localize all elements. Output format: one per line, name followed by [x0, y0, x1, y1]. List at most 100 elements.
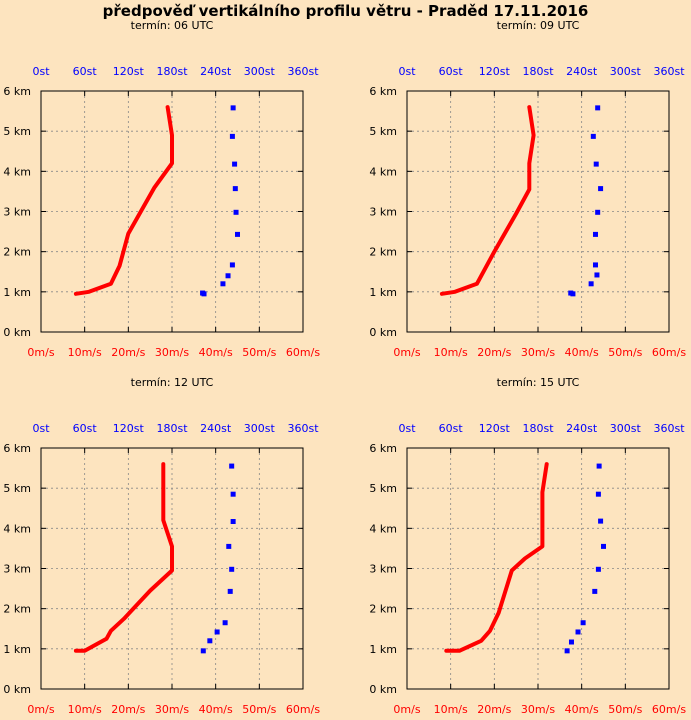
panel-4-speed-tick-label: 40m/s: [565, 703, 599, 716]
panel-3-speed-tick-label: 60m/s: [286, 703, 320, 716]
panel-3-direction-point: [229, 463, 235, 469]
panel-2-y-tick-label: 1 km: [369, 286, 397, 299]
panel-3-direction-tick-label: 120st: [113, 422, 145, 435]
panel-4-speed-tick-label: 60m/s: [652, 703, 686, 716]
panel-1-direction-point: [229, 133, 235, 139]
panel-2-direction-point: [595, 209, 601, 215]
panel-4-direction-point: [592, 588, 598, 594]
panel-4-direction-tick-label: 300st: [610, 422, 642, 435]
panel-2-direction-tick-label: 0st: [398, 65, 416, 78]
panel-4-y-tick-label: 1 km: [369, 643, 397, 656]
panel-4-direction-point: [595, 566, 601, 572]
panel-4-speed-tick-label: 30m/s: [521, 703, 555, 716]
panel-3-y-tick-label: 5 km: [3, 482, 31, 495]
panel-4-y-tick-label: 6 km: [369, 442, 397, 455]
panel-4-direction-tick-label: 60st: [439, 422, 464, 435]
panel-4-speed-line: [444, 462, 549, 653]
panel-3-y-tick-label: 6 km: [3, 442, 31, 455]
panel-3-subtitle: termín: 12 UTC: [131, 376, 214, 389]
panel-3-speed-tick-label: 50m/s: [242, 703, 276, 716]
panel-2-speed-tick-label: 40m/s: [565, 346, 599, 359]
panel-1-y-tick-label: 6 km: [3, 85, 31, 98]
panel-2-y-tick-label: 0 km: [369, 326, 397, 339]
panel-4-direction-tick-label: 180st: [522, 422, 554, 435]
panel-1-direction-point: [235, 231, 240, 237]
panel-1-y-tick-label: 3 km: [3, 206, 31, 219]
panel-2-speed-tick-label: 50m/s: [608, 346, 642, 359]
panel-3-direction-point: [229, 566, 235, 572]
panel-2-direction-point: [590, 133, 596, 139]
panel-2-y-tick-label: 4 km: [369, 165, 397, 178]
panel-2-direction-point: [592, 262, 598, 268]
panel-1-direction-tick-label: 240st: [200, 65, 232, 78]
panel-3-direction-tick-label: 60st: [73, 422, 98, 435]
panel-2-direction-tick-label: 180st: [522, 65, 554, 78]
panel-3-speed-tick-label: 20m/s: [111, 703, 145, 716]
panel-2-subtitle: termín: 09 UTC: [497, 19, 580, 32]
panel-2-speed-tick-label: 60m/s: [652, 346, 686, 359]
panel-4-speed-tick-label: 50m/s: [608, 703, 642, 716]
panel-2-speed-tick-label: 0m/s: [393, 346, 420, 359]
panel-2-y-tick-label: 5 km: [369, 125, 397, 138]
panel-4-speed-tick-label: 0m/s: [393, 703, 420, 716]
panel-4-y-tick-label: 5 km: [369, 482, 397, 495]
panel-2-direction-point: [588, 281, 594, 287]
panel-1-direction-tick-label: 60st: [73, 65, 98, 78]
panel-2-speed-tick-label: 10m/s: [434, 346, 468, 359]
panel-4-direction-point: [568, 639, 574, 645]
panel-1-speed-tick-label: 50m/s: [242, 346, 276, 359]
panel-3-speed-tick-label: 0m/s: [27, 703, 54, 716]
panel-4-direction-tick-label: 360st: [653, 422, 685, 435]
panel-1-direction-tick-label: 120st: [113, 65, 145, 78]
panel-3-y-tick-label: 4 km: [3, 522, 31, 535]
panel-4-direction-tick-label: 120st: [479, 422, 511, 435]
panel-2-direction-tick-label: 360st: [653, 65, 685, 78]
panel-4-direction-tick-label: 0st: [398, 422, 416, 435]
panel-2-direction-point: [598, 186, 604, 192]
panel-2-y-tick-label: 3 km: [369, 206, 397, 219]
panel-4-direction-point: [601, 543, 606, 549]
panel-2-direction-tick-label: 300st: [610, 65, 642, 78]
panel-1-y-tick-label: 4 km: [3, 165, 31, 178]
panel-1-y-tick-label: 2 km: [3, 246, 31, 259]
panel-1-direction-tick-label: 300st: [244, 65, 276, 78]
panel-1-y-tick-label: 5 km: [3, 125, 31, 138]
panel-3-direction-tick-label: 0st: [32, 422, 50, 435]
panel-1-direction-tick-label: 360st: [287, 65, 319, 78]
panel-3-direction-point: [207, 638, 213, 644]
panel-3-speed-line: [73, 462, 174, 653]
panel-4-direction-point: [575, 629, 581, 635]
panel-2-speed-line: [439, 105, 536, 296]
panel-2-speed-tick-label: 20m/s: [477, 346, 511, 359]
panel-2-direction-point: [594, 272, 600, 278]
panel-1-speed-tick-label: 60m/s: [286, 346, 320, 359]
panel-2-direction-point: [593, 161, 599, 167]
panel-4-direction-point: [596, 463, 602, 469]
panel-3-y-tick-label: 3 km: [3, 563, 31, 576]
panel-2-direction-tick-label: 120st: [479, 65, 511, 78]
panel-1-y-tick-label: 1 km: [3, 286, 31, 299]
chart-title: předpověď vertikálního profilu větru - P…: [102, 2, 589, 20]
panel-1-speed-tick-label: 40m/s: [199, 346, 233, 359]
panel-1-speed-tick-label: 20m/s: [111, 346, 145, 359]
panel-4-y-tick-label: 2 km: [369, 603, 397, 616]
panel-3-direction-tick-label: 360st: [287, 422, 319, 435]
panel-2-direction-tick-label: 60st: [439, 65, 464, 78]
panel-4-direction-point: [564, 648, 570, 654]
panel-4-direction-point: [580, 620, 586, 626]
panel-3-direction-point: [230, 519, 236, 525]
panel-4-y-tick-label: 4 km: [369, 522, 397, 535]
panel-3-y-tick-label: 1 km: [3, 643, 31, 656]
panel-4-speed-tick-label: 20m/s: [477, 703, 511, 716]
panel-1-direction-tick-label: 0st: [32, 65, 50, 78]
panel-3-y-tick-label: 2 km: [3, 603, 31, 616]
panel-2-y-tick-label: 2 km: [369, 246, 397, 259]
panel-1-direction-point: [220, 281, 226, 287]
panel-1-speed-tick-label: 30m/s: [155, 346, 189, 359]
panel-3-speed-tick-label: 30m/s: [155, 703, 189, 716]
panel-4-direction-point: [595, 491, 601, 497]
panel-1-y-tick-label: 0 km: [3, 326, 31, 339]
panel-3-speed-tick-label: 40m/s: [199, 703, 233, 716]
panel-3-direction-point: [226, 543, 232, 549]
panel-2-direction-point: [568, 290, 574, 296]
